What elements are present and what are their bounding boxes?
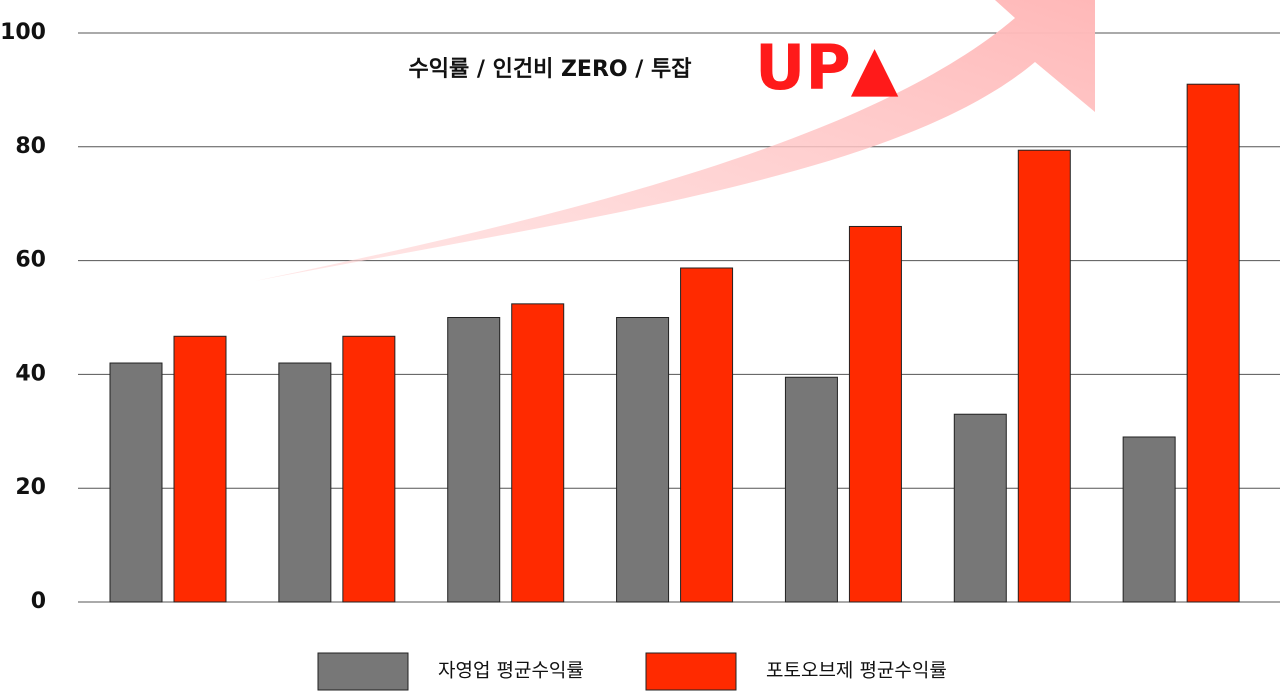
bar	[1186, 83, 1240, 603]
bar	[1122, 436, 1176, 603]
y-tick-label: 20	[15, 475, 46, 500]
bar	[680, 267, 734, 603]
bar	[447, 317, 501, 603]
legend-swatch	[317, 652, 409, 691]
legend-swatch	[645, 652, 737, 691]
bar	[173, 335, 227, 603]
legend-label: 자영업 평균수익률	[438, 660, 584, 682]
bar	[784, 376, 838, 603]
bar	[616, 317, 670, 603]
y-tick-label: 100	[0, 20, 46, 45]
bar	[109, 362, 163, 603]
trend-arrow	[255, 0, 1095, 281]
bar	[953, 413, 1007, 603]
bar	[278, 362, 332, 603]
y-tick-label: 60	[15, 248, 46, 273]
bar	[342, 335, 396, 603]
bar	[511, 303, 565, 603]
y-tick-label: 40	[15, 361, 46, 386]
bar	[848, 225, 902, 603]
y-tick-label: 0	[31, 589, 46, 614]
annotation: 수익률 / 인건비 ZERO / 투잡	[409, 57, 692, 82]
y-tick-label: 80	[15, 134, 46, 159]
annotation-emphasis: UP▲	[755, 31, 899, 104]
legend-label: 포토오브제 평균수익률	[766, 660, 947, 682]
bar	[1017, 149, 1071, 603]
